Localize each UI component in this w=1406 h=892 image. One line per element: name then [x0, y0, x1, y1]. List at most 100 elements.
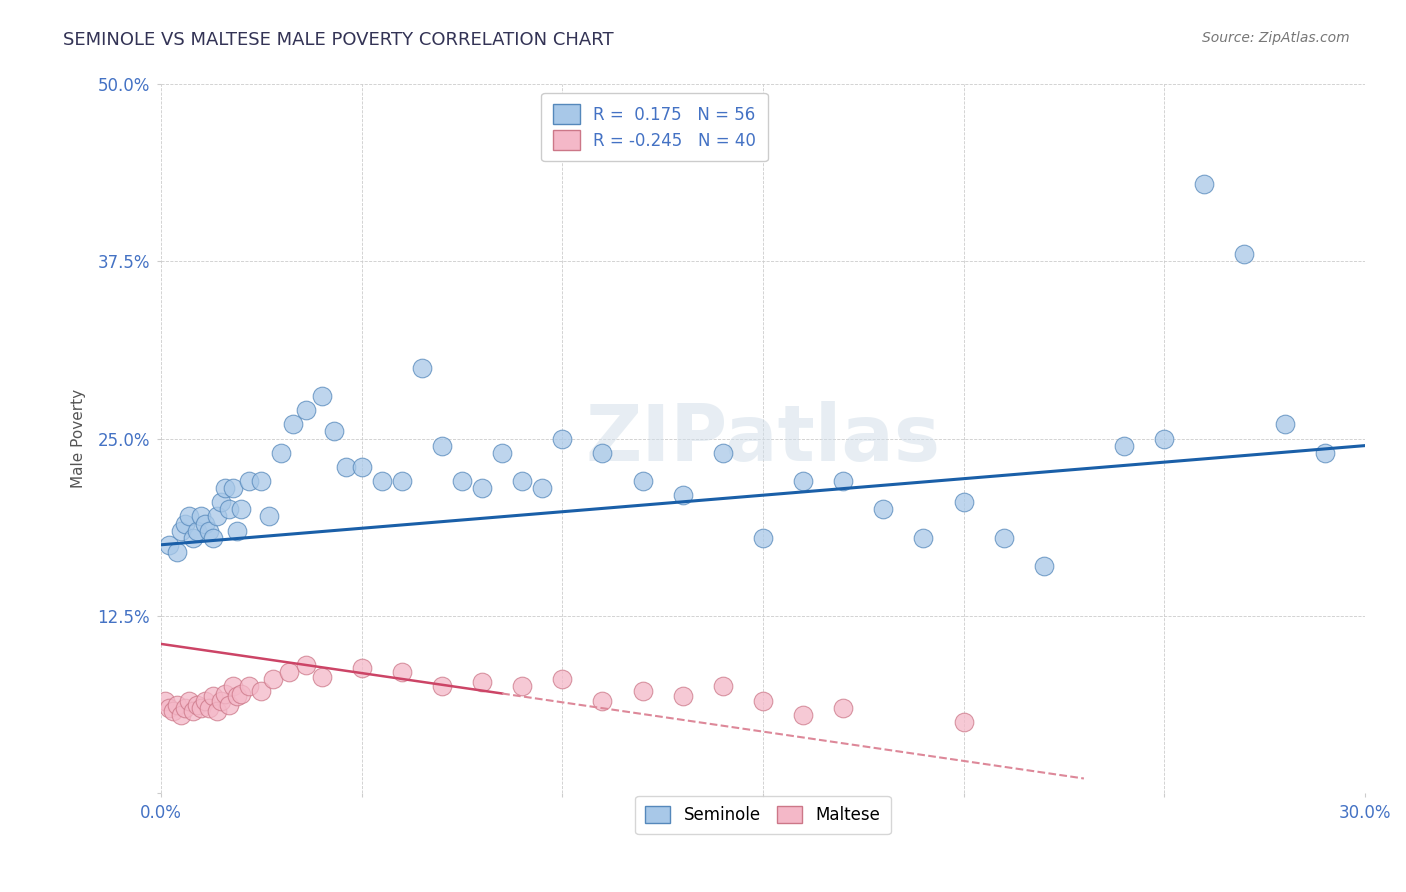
Point — [430, 439, 453, 453]
Point — [231, 686, 253, 700]
Point — [391, 665, 413, 680]
Point — [194, 516, 217, 531]
Point — [672, 690, 695, 704]
Point — [231, 502, 253, 516]
Point — [952, 495, 974, 509]
Point — [294, 403, 316, 417]
Point — [912, 531, 935, 545]
Point — [186, 698, 208, 712]
Point — [510, 680, 533, 694]
Point — [631, 474, 654, 488]
Point — [186, 524, 208, 538]
Point — [214, 686, 236, 700]
Point — [491, 446, 513, 460]
Point — [181, 531, 204, 545]
Point — [1313, 446, 1336, 460]
Point — [711, 680, 734, 694]
Point — [391, 474, 413, 488]
Point — [222, 680, 245, 694]
Point — [672, 488, 695, 502]
Text: SEMINOLE VS MALTESE MALE POVERTY CORRELATION CHART: SEMINOLE VS MALTESE MALE POVERTY CORRELA… — [63, 31, 614, 49]
Point — [1194, 177, 1216, 191]
Point — [214, 481, 236, 495]
Point — [262, 673, 284, 687]
Point — [832, 474, 855, 488]
Point — [792, 707, 814, 722]
Point — [238, 474, 260, 488]
Text: Source: ZipAtlas.com: Source: ZipAtlas.com — [1202, 31, 1350, 45]
Point — [157, 700, 180, 714]
Point — [752, 531, 775, 545]
Point — [510, 474, 533, 488]
Point — [190, 509, 212, 524]
Point — [591, 446, 613, 460]
Point — [792, 474, 814, 488]
Point — [270, 446, 292, 460]
Point — [174, 700, 197, 714]
Point — [832, 700, 855, 714]
Point — [202, 531, 225, 545]
Point — [531, 481, 554, 495]
Point — [207, 509, 229, 524]
Point — [1233, 247, 1256, 261]
Point — [952, 714, 974, 729]
Point — [209, 495, 232, 509]
Point — [283, 417, 305, 432]
Point — [591, 693, 613, 707]
Point — [222, 481, 245, 495]
Point — [371, 474, 394, 488]
Point — [181, 704, 204, 718]
Point — [194, 693, 217, 707]
Point — [209, 693, 232, 707]
Point — [350, 459, 373, 474]
Point — [179, 509, 201, 524]
Point — [179, 693, 201, 707]
Point — [207, 704, 229, 718]
Point — [551, 432, 574, 446]
Point — [278, 665, 301, 680]
Point — [170, 707, 193, 722]
Point — [166, 545, 188, 559]
Point — [218, 502, 240, 516]
Point — [162, 704, 184, 718]
Point — [170, 524, 193, 538]
Point — [1112, 439, 1135, 453]
Point — [1032, 559, 1054, 574]
Point — [218, 698, 240, 712]
Point — [350, 661, 373, 675]
Text: ZIPatlas: ZIPatlas — [585, 401, 941, 476]
Point — [198, 524, 221, 538]
Point — [711, 446, 734, 460]
Point — [430, 680, 453, 694]
Point — [993, 531, 1015, 545]
Point — [198, 700, 221, 714]
Point — [471, 675, 494, 690]
Point — [411, 360, 433, 375]
Point — [311, 669, 333, 683]
Point — [259, 509, 281, 524]
Legend: Seminole, Maltese: Seminole, Maltese — [636, 796, 890, 834]
Point — [471, 481, 494, 495]
Point — [335, 459, 357, 474]
Point — [250, 474, 273, 488]
Point — [226, 524, 249, 538]
Point — [752, 693, 775, 707]
Point — [226, 690, 249, 704]
Point — [238, 680, 260, 694]
Point — [250, 683, 273, 698]
Point — [174, 516, 197, 531]
Point — [157, 538, 180, 552]
Point — [322, 425, 344, 439]
Point — [1153, 432, 1175, 446]
Point — [872, 502, 894, 516]
Point — [631, 683, 654, 698]
Y-axis label: Male Poverty: Male Poverty — [72, 389, 86, 488]
Point — [1274, 417, 1296, 432]
Point — [166, 698, 188, 712]
Point — [294, 658, 316, 673]
Point — [551, 673, 574, 687]
Point — [190, 700, 212, 714]
Point — [311, 389, 333, 403]
Point — [451, 474, 474, 488]
Point — [153, 693, 176, 707]
